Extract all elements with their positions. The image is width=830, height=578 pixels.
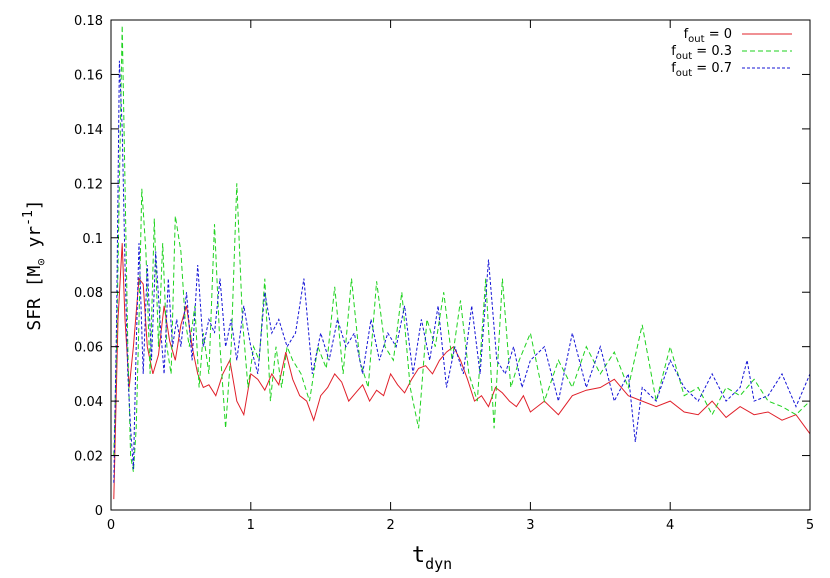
y-tick-label: 0 [95,504,103,519]
y-tick-label: 0.08 [74,286,103,301]
x-tick-label: 4 [666,518,674,533]
legend-entry-fout-0: fout = 0 [684,27,792,45]
x-axis-label: tdyn [412,543,452,573]
axis-ticks: 0 1 2 3 4 5 0 0.02 0.04 0.06 0.08 0.1 0.12 0.14 0.16 0.… [74,14,814,533]
x-tick-label: 3 [526,518,534,533]
y-tick-label: 0.12 [74,177,103,192]
series-line-1 [113,25,811,472]
legend-label-fout-0.3: fout = 0.3 [671,44,732,62]
y-tick-label: 0.16 [74,68,103,83]
x-tick-label: 2 [386,518,394,533]
plot-frame [110,19,811,511]
x-tick-label: 1 [247,518,255,533]
series-line-2 [113,60,811,483]
y-axis-label: SFR [M⊙ yr-1] [21,199,48,330]
x-tick-label: 0 [107,518,115,533]
x-tick-label: 5 [806,518,814,533]
y-tick-label: 0.18 [74,14,103,29]
legend-label-fout-0: fout = 0 [684,27,732,45]
legend-label-fout-0.7: fout = 0.7 [671,61,732,79]
y-tick-label: 0.04 [74,395,103,410]
y-tick-label: 0.02 [74,450,103,465]
y-tick-label: 0.06 [74,341,103,356]
series-line-0 [113,243,811,500]
legend-entry-fout-0.7: fout = 0.7 [671,61,792,79]
y-tick-label: 0.14 [74,123,103,138]
y-tick-label: 0.1 [82,232,103,247]
legend-entry-fout-0.3: fout = 0.3 [671,44,792,62]
plot-series [113,25,811,500]
legend: fout = 0 fout = 0.3 fout = 0.7 [671,27,792,79]
